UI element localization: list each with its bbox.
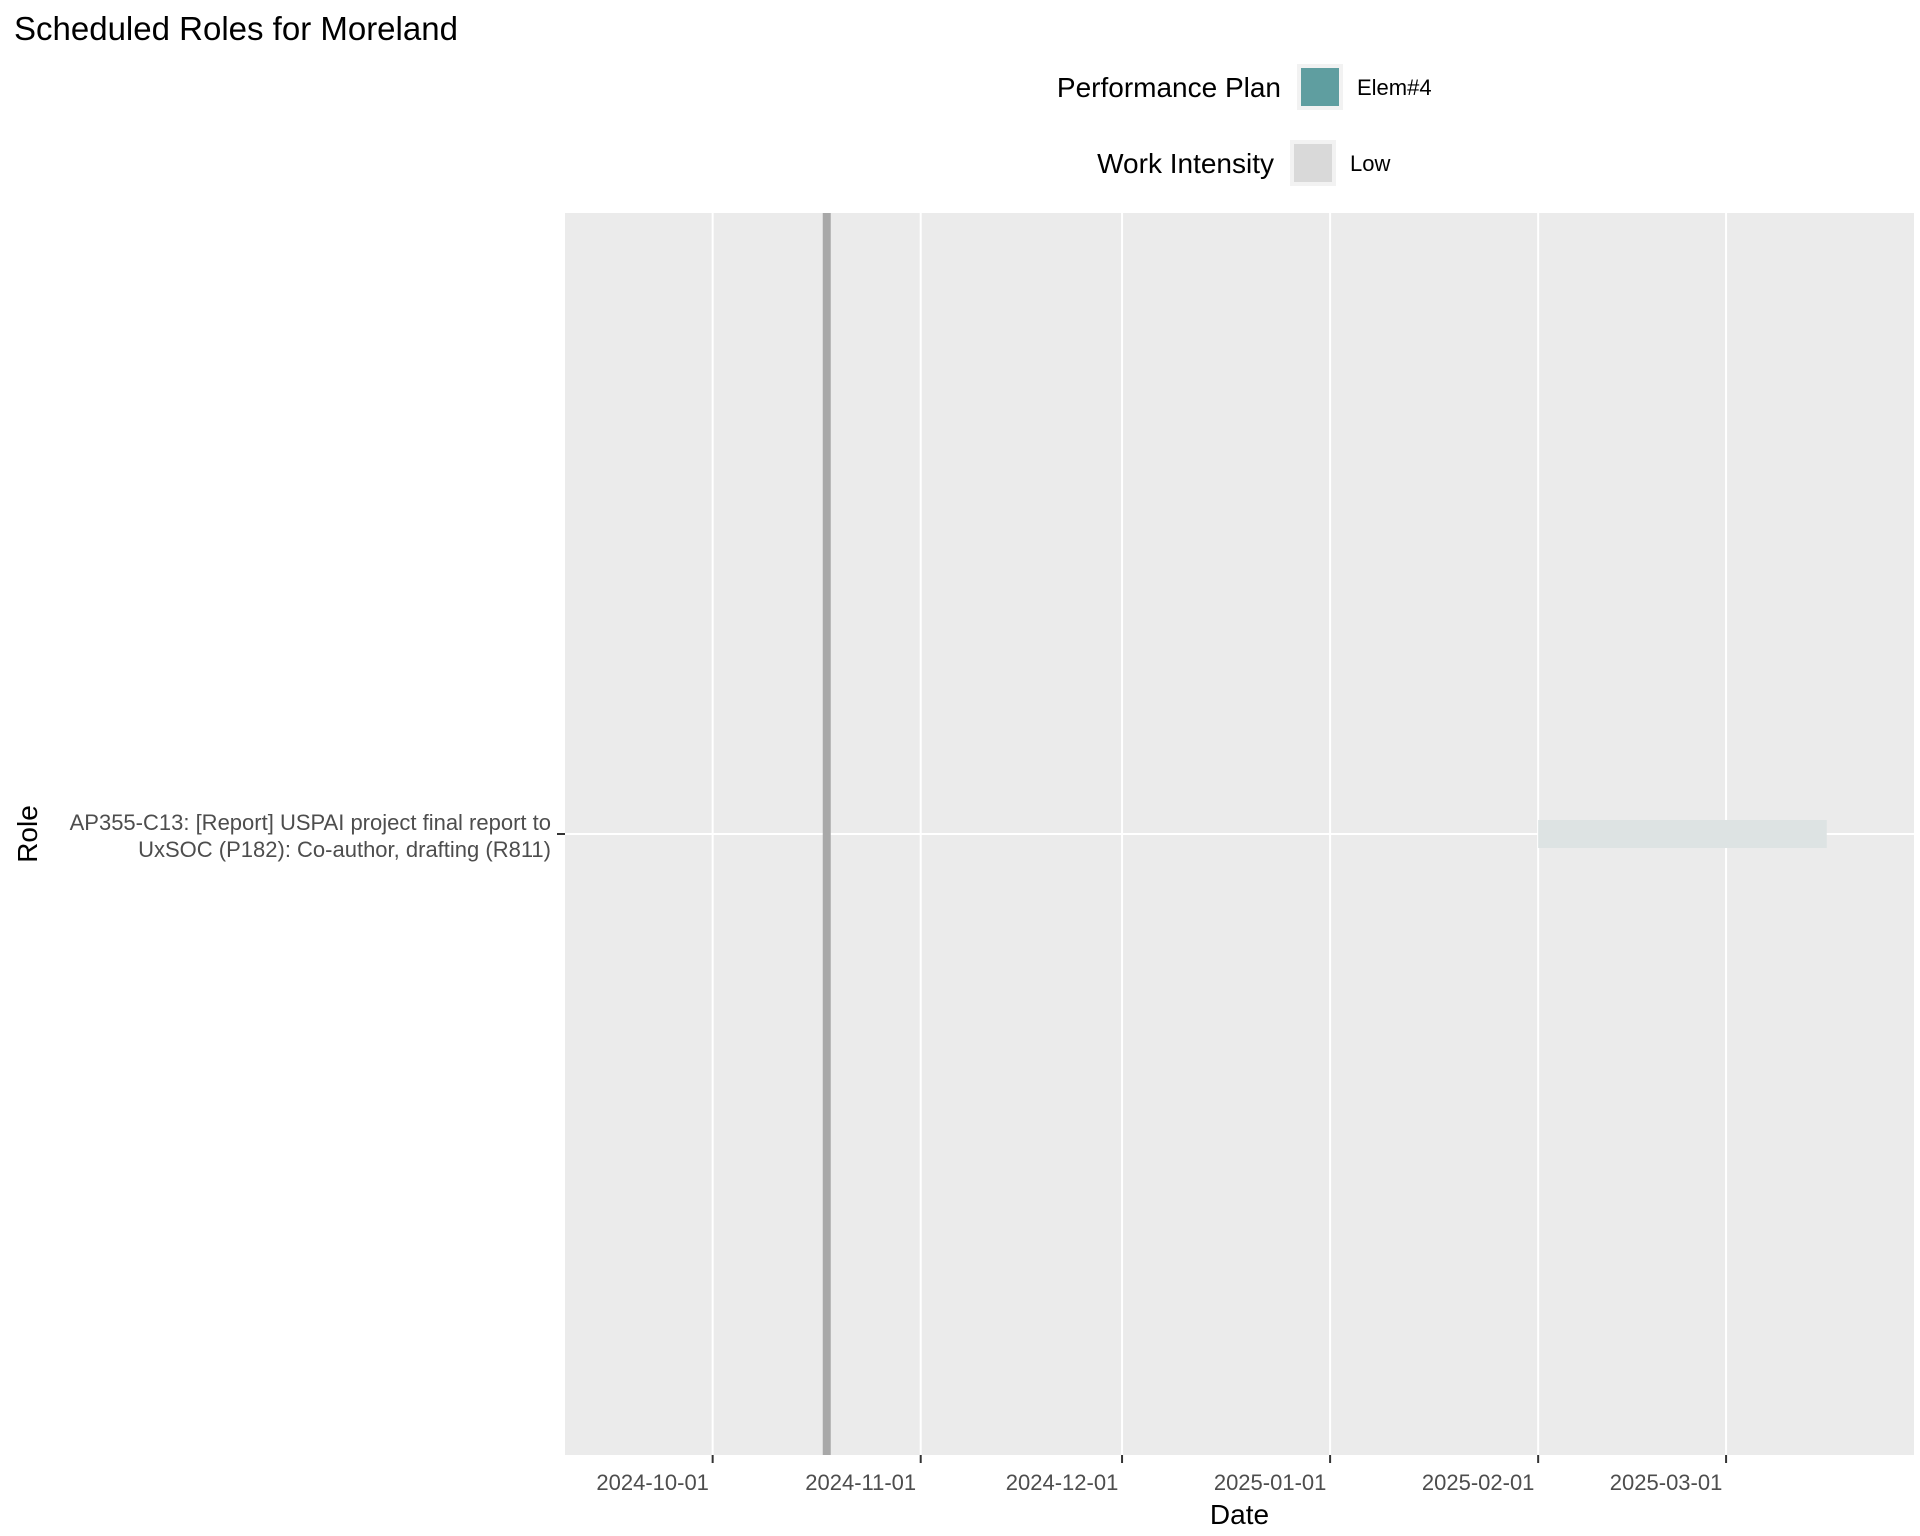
x-axis-title: Date xyxy=(1210,1499,1269,1530)
bars xyxy=(1538,820,1827,848)
x-tick-label-5: 2025-03-01 xyxy=(1610,1470,1723,1495)
x-tick-label-2: 2024-12-01 xyxy=(1006,1470,1119,1495)
legend-label-0: Elem#4 xyxy=(1357,75,1432,100)
y-tick-label-0: AP355-C13: [Report] USPAI project final … xyxy=(70,810,551,862)
role-bar-0 xyxy=(1538,820,1827,848)
legend-swatch-0 xyxy=(1301,68,1339,106)
y-axis: AP355-C13: [Report] USPAI project final … xyxy=(70,810,565,862)
legend-title-1: Work Intensity xyxy=(1097,148,1274,179)
legend-title-0: Performance Plan xyxy=(1057,72,1281,103)
legend: Performance Plan Elem#4 Work Intensity Low xyxy=(1057,64,1432,186)
legend-swatch-1 xyxy=(1294,144,1332,182)
x-tick-label-4: 2025-02-01 xyxy=(1422,1470,1535,1495)
x-tick-label-3: 2025-01-01 xyxy=(1214,1470,1327,1495)
x-axis: 2024-10-01 2024-11-01 2024-12-01 2025-01-01… xyxy=(596,1455,1728,1495)
chart-title: Scheduled Roles for Moreland xyxy=(14,10,458,47)
y-axis-title: Role xyxy=(12,805,43,863)
legend-label-1: Low xyxy=(1350,151,1390,176)
x-tick-label-0: 2024-10-01 xyxy=(596,1470,709,1495)
x-tick-label-1: 2024-11-01 xyxy=(805,1470,916,1495)
